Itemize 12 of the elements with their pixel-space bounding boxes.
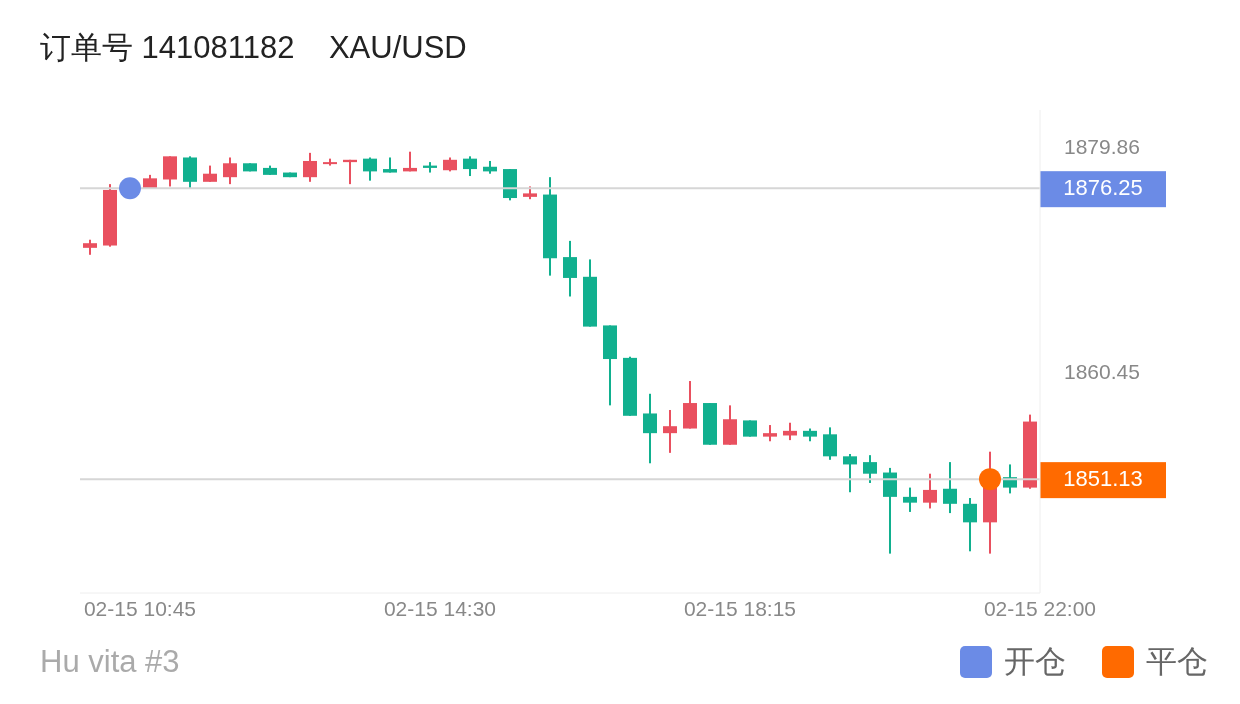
y-tick-label: 1860.45 (1064, 359, 1140, 383)
legend-label: 开仓 (1004, 643, 1066, 681)
y-tick-label: 1879.86 (1064, 134, 1140, 158)
x-tick-label: 02-15 10:45 (83, 596, 197, 620)
x-tick-label: 02-15 18:15 (683, 596, 797, 620)
x-tick-label: 02-15 22:00 (983, 596, 1097, 620)
text: Hu vita #3 (40, 644, 181, 680)
legend-label: 平仓 (1146, 643, 1208, 681)
x-tick-label: 02-15 14:30 (383, 596, 497, 620)
chart-title: 订单号 141081182 XAU/USD (39, 29, 468, 67)
ref-line-label: 1851.13 (1063, 465, 1143, 491)
ref-line-label: 1876.25 (1063, 175, 1143, 200)
